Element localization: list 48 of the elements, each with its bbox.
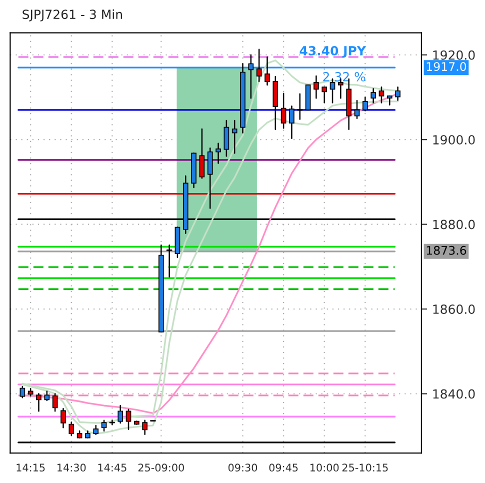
candlestick <box>296 93 303 120</box>
candlestick <box>142 420 148 436</box>
candlestick <box>256 48 262 82</box>
annotation: 43.40 JPY <box>300 46 366 58</box>
candlestick <box>20 386 26 398</box>
y-tick-label: 1880.0 <box>433 220 475 230</box>
y-tick-label: 1900.0 <box>433 135 475 145</box>
candlestick <box>248 54 254 99</box>
candlestick <box>362 96 368 112</box>
candlestick <box>126 408 132 430</box>
candlestick <box>395 86 400 101</box>
ref-line-label: 1917.0 <box>426 62 466 72</box>
candlestick <box>216 142 221 164</box>
candlestick <box>378 86 384 104</box>
candlestick <box>101 420 107 432</box>
y-tick-label: 1920.0 <box>433 50 475 60</box>
candlestick <box>199 128 205 179</box>
candlestick <box>370 88 376 104</box>
x-tick-label: 25-10:15 <box>342 464 388 472</box>
y-tick-label: 1860.0 <box>433 304 475 314</box>
candlestick <box>118 404 124 424</box>
candlestick <box>314 75 319 99</box>
candlestick <box>60 408 66 428</box>
x-tick-label: 09:30 <box>228 464 258 472</box>
x-tick-label: 14:15 <box>16 464 45 472</box>
candlestick <box>280 92 286 129</box>
x-tick-label: 10:00 <box>310 464 339 472</box>
candlestick <box>166 244 172 278</box>
x-tick-label: 14:30 <box>58 464 86 472</box>
candlestick <box>207 147 213 209</box>
candlestick <box>354 100 360 120</box>
candlestick <box>386 95 392 106</box>
candlestick <box>44 390 50 402</box>
candlestick <box>68 422 74 436</box>
annotation: 2.32 % <box>323 72 366 82</box>
x-tick-label: 14:45 <box>98 464 126 472</box>
candlestick <box>322 86 328 104</box>
chart-title: SJPJ7261 - 3 Min <box>22 9 122 22</box>
candlestick <box>224 120 230 157</box>
candlestick <box>289 106 294 139</box>
x-tick-label: 09:45 <box>269 464 298 472</box>
candlestick <box>36 393 42 412</box>
candlestick <box>232 120 238 154</box>
y-tick-label: 1840.0 <box>433 389 475 399</box>
x-tick-label: 25-09:00 <box>138 464 184 472</box>
candlestick <box>52 393 58 412</box>
ref-line-label: 1873.6 <box>426 246 466 255</box>
candlestick <box>264 56 270 86</box>
